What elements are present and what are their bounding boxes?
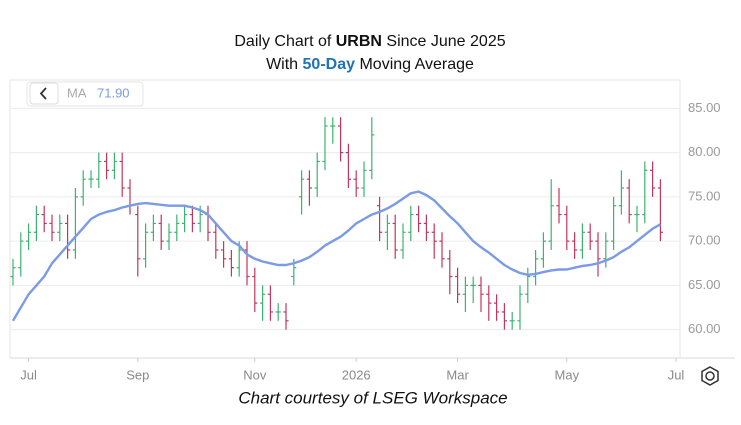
- title-line-1: Daily Chart of URBN Since June 2025: [234, 33, 505, 50]
- x-tick-label: May: [555, 367, 580, 382]
- legend-name: MA: [67, 85, 87, 100]
- x-tick-label: Nov: [243, 367, 267, 382]
- plot-frame: [9, 79, 681, 359]
- back-icon: [39, 87, 47, 100]
- ma-layer: [11, 190, 661, 322]
- y-tick-label: 80.00: [688, 144, 721, 159]
- title-highlight: 50-Day: [303, 56, 356, 73]
- moving-average-line: [11, 190, 661, 322]
- x-tick-label: Jul: [668, 367, 685, 382]
- title-part: Since June 2025: [382, 33, 506, 50]
- y-tick-label: 60.00: [688, 321, 721, 336]
- y-tick-label: 75.00: [688, 188, 721, 203]
- legend-value: 71.90: [97, 85, 130, 100]
- x-tick-label: 2026: [342, 367, 371, 382]
- title-ticker: URBN: [336, 33, 382, 50]
- x-tick-label: Mar: [446, 367, 469, 382]
- x-tick-label: Jul: [20, 367, 37, 382]
- y-tick-label: 70.00: [688, 233, 721, 248]
- title-part: Moving Average: [355, 56, 474, 73]
- grid: 60.00 65.00 70.00 75.00 80.00 85.00 Jul Sep Nov 2…: [10, 100, 721, 382]
- title-part: Daily Chart of: [234, 33, 335, 50]
- back-button[interactable]: [29, 82, 59, 105]
- settings-icon[interactable]: [701, 366, 719, 386]
- title-line-2: With 50-Day Moving Average: [266, 56, 474, 73]
- caption: Chart courtesy of LSEG Workspace: [238, 388, 507, 407]
- title-part: With: [266, 56, 302, 73]
- y-tick-label: 85.00: [688, 100, 721, 115]
- gear-center: [705, 371, 715, 381]
- x-tick-label: Sep: [126, 367, 149, 382]
- bars: [10, 117, 663, 330]
- y-tick-label: 65.00: [688, 277, 721, 292]
- gear-outline: [701, 366, 719, 386]
